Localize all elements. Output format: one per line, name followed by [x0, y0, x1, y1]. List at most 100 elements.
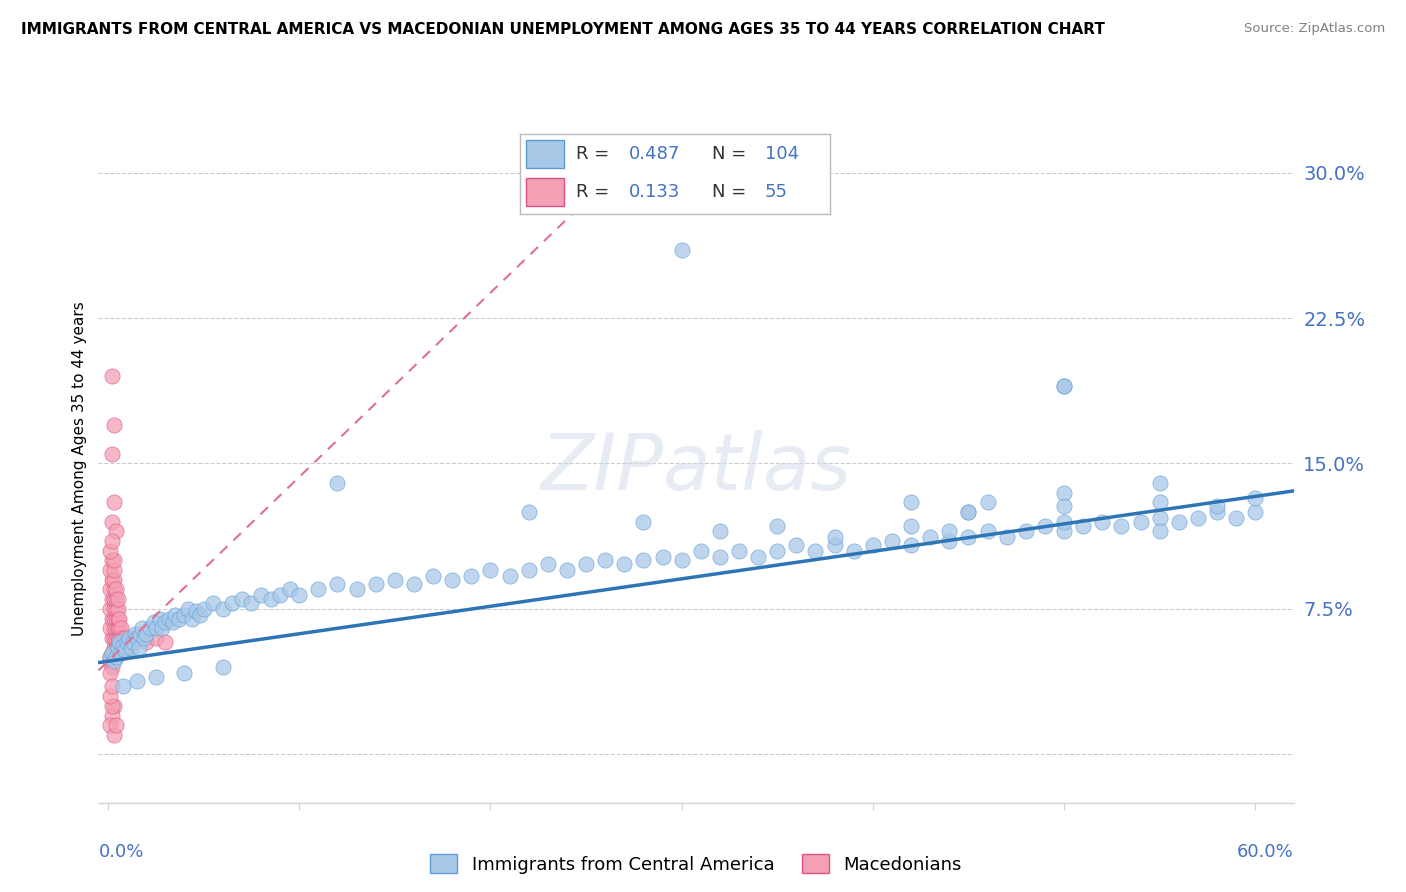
Point: [103, 621, 125, 635]
Point: [537, 558, 560, 572]
Point: [346, 582, 368, 597]
Point: [101, 573, 124, 587]
Point: [115, 640, 138, 655]
Point: [104, 582, 127, 597]
Text: 55: 55: [765, 183, 787, 201]
Point: [103, 611, 125, 625]
Text: 104: 104: [765, 145, 799, 163]
Point: [101, 611, 124, 625]
Point: [118, 631, 141, 645]
Text: IMMIGRANTS FROM CENTRAL AMERICA VS MACEDONIAN UNEMPLOYMENT AMONG AGES 35 TO 44 Y: IMMIGRANTS FROM CENTRAL AMERICA VS MACED…: [21, 22, 1105, 37]
Point: [1149, 495, 1171, 509]
Text: 0.133: 0.133: [628, 183, 681, 201]
Point: [103, 698, 125, 713]
Text: N =: N =: [711, 183, 752, 201]
Point: [107, 602, 129, 616]
Point: [120, 640, 142, 655]
Point: [104, 650, 127, 665]
Y-axis label: Unemployment Among Ages 35 to 44 years: Unemployment Among Ages 35 to 44 years: [72, 301, 87, 636]
Point: [1244, 491, 1267, 506]
Point: [101, 660, 124, 674]
Point: [112, 680, 135, 694]
Point: [231, 592, 253, 607]
Point: [1071, 518, 1094, 533]
Point: [1111, 518, 1133, 533]
Point: [651, 549, 673, 564]
Point: [728, 543, 751, 558]
Point: [1167, 515, 1189, 529]
Point: [142, 615, 165, 630]
Point: [1206, 505, 1229, 519]
Point: [1053, 515, 1076, 529]
Point: [709, 524, 731, 539]
Point: [157, 611, 180, 625]
Point: [107, 621, 129, 635]
Point: [131, 621, 153, 635]
Point: [1244, 505, 1267, 519]
Point: [108, 611, 131, 625]
Point: [633, 553, 655, 567]
Point: [108, 631, 131, 645]
Point: [441, 573, 464, 587]
Point: [671, 553, 693, 567]
Point: [957, 505, 980, 519]
Point: [98, 650, 121, 665]
Point: [938, 524, 960, 539]
Point: [364, 576, 387, 591]
Text: 0.0%: 0.0%: [98, 843, 143, 861]
Point: [804, 543, 827, 558]
Point: [1206, 499, 1229, 513]
Text: 0.487: 0.487: [628, 145, 681, 163]
Point: [101, 647, 124, 661]
Point: [957, 505, 980, 519]
Point: [167, 611, 190, 625]
Point: [1187, 510, 1209, 524]
Point: [101, 698, 124, 713]
Point: [103, 495, 125, 509]
Text: Source: ZipAtlas.com: Source: ZipAtlas.com: [1244, 22, 1385, 36]
Point: [110, 621, 132, 635]
Point: [862, 538, 884, 552]
Point: [880, 534, 903, 549]
Point: [101, 647, 124, 661]
Point: [101, 592, 124, 607]
Point: [121, 635, 143, 649]
Point: [479, 563, 502, 577]
Point: [145, 631, 167, 645]
Point: [101, 680, 124, 694]
Point: [824, 538, 846, 552]
Point: [134, 631, 156, 645]
Point: [101, 631, 124, 645]
Point: [104, 592, 127, 607]
Point: [101, 708, 124, 723]
Point: [124, 627, 146, 641]
Point: [107, 640, 129, 655]
Point: [128, 640, 150, 655]
Point: [145, 621, 167, 635]
Point: [177, 602, 200, 616]
Text: ZIPatlas: ZIPatlas: [540, 430, 852, 507]
Point: [900, 495, 922, 509]
Point: [101, 447, 124, 461]
Point: [842, 543, 865, 558]
Point: [104, 640, 127, 655]
Point: [221, 596, 243, 610]
Point: [104, 611, 127, 625]
Point: [104, 621, 127, 635]
Point: [103, 553, 125, 567]
Point: [1053, 379, 1076, 393]
Point: [115, 635, 138, 649]
Point: [269, 588, 291, 602]
Point: [1053, 485, 1076, 500]
Point: [98, 602, 121, 616]
Point: [98, 650, 121, 665]
Point: [98, 654, 121, 668]
Point: [920, 530, 942, 544]
Point: [114, 642, 136, 657]
Point: [193, 602, 215, 616]
Point: [1149, 475, 1171, 490]
Point: [824, 530, 846, 544]
Point: [498, 569, 520, 583]
Point: [593, 553, 616, 567]
Point: [103, 573, 125, 587]
